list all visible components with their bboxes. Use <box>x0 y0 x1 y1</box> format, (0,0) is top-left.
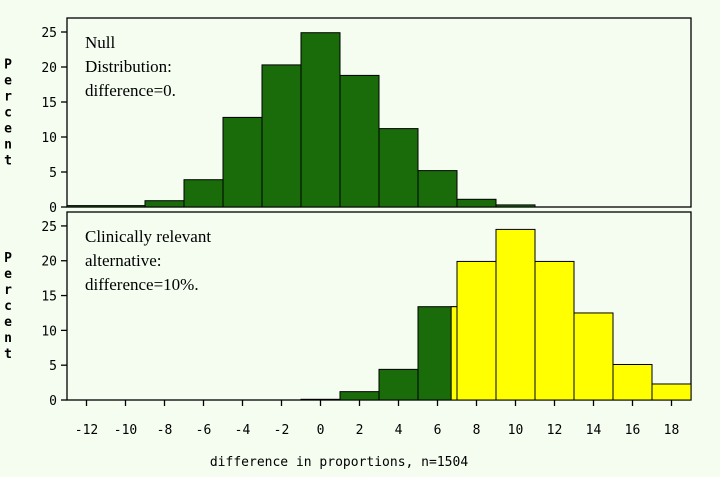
x-tick-label-15: 18 <box>664 423 680 438</box>
panel-2-y-tick-label-4: 20 <box>41 255 57 270</box>
x-tick-label-14: 16 <box>625 423 641 438</box>
panel-1-series-1-bar-4 <box>222 116 263 208</box>
panel-2-series-1-bar-2 <box>339 391 380 401</box>
panel-2-series-2-bar-2 <box>456 260 497 401</box>
panel-1-y-axis-label-char: t <box>4 154 12 169</box>
x-tick-label-1: -10 <box>114 423 137 438</box>
panel-1-series-1-bar-10 <box>456 198 497 208</box>
x-tick-label-13: 14 <box>586 423 602 438</box>
panel-1-series-1-bar-9 <box>417 170 458 208</box>
panel-1-series-1-bar-1 <box>66 205 146 208</box>
panel-2-series-1-bar-1 <box>300 398 341 401</box>
x-tick-label-12: 12 <box>547 423 563 438</box>
panel-1-y-axis-label-char: r <box>4 90 12 105</box>
panel-2-annotation-line-2: alternative: <box>85 251 161 270</box>
panel-1-series-1-bar-7 <box>339 74 380 208</box>
panel-1-y-axis-label-char: n <box>4 138 12 153</box>
x-tick-label-3: -6 <box>196 423 212 438</box>
panel-1-y-axis-label-char: c <box>4 106 12 121</box>
panel-1-annotation-line-2: Distribution: <box>85 57 172 76</box>
panel-2-annotation-line-3: difference=10%. <box>85 275 199 294</box>
x-tick-label-5: -2 <box>274 423 290 438</box>
panel-2-y-axis-label-char: e <box>4 315 12 330</box>
panel-2-y-tick-label-1: 5 <box>49 359 57 374</box>
x-tick-label-8: 4 <box>395 423 403 438</box>
panel-1-series-1-bar-8 <box>378 128 419 208</box>
x-tick-label-2: -8 <box>157 423 173 438</box>
panel-2-y-axis-label-char: c <box>4 299 12 314</box>
panel-2-y-tick-label-0: 0 <box>49 394 57 409</box>
x-axis-title: difference in proportions, n=1504 <box>210 455 468 470</box>
panel-2-y-tick-label-3: 15 <box>41 290 57 305</box>
panel-1-y-tick-label-0: 0 <box>49 201 57 216</box>
panel-1-annotation-line-1: Null <box>85 33 116 52</box>
panel-2-series-2-bar-7 <box>651 383 692 401</box>
panel-2-y-axis-label-char: e <box>4 267 12 282</box>
panel-1-y-tick-label-2: 10 <box>41 131 57 146</box>
x-tick-label-6: 0 <box>317 423 325 438</box>
panel-1-y-tick-label-4: 20 <box>41 61 57 76</box>
panel-1-y-axis-label-char: e <box>4 122 12 137</box>
panel-2-series-2-bar-6 <box>612 363 653 401</box>
x-tick-label-11: 10 <box>508 423 524 438</box>
panel-2-series-2-bar-4 <box>534 260 575 401</box>
panel-2-y-axis-label-char: n <box>4 331 12 346</box>
panel-1-y-tick-label-5: 25 <box>41 26 57 41</box>
panel-1-series-1-bar-11 <box>495 204 536 208</box>
panel-2-y-axis-label-char: t <box>4 347 12 362</box>
x-tick-label-7: 2 <box>356 423 364 438</box>
x-tick-label-0: -12 <box>75 423 98 438</box>
panel-2-series-2-bar-1 <box>450 306 458 401</box>
x-tick-label-10: 8 <box>473 423 481 438</box>
panel-2-y-axis-label-char: P <box>4 251 12 266</box>
panel-2-y-tick-label-2: 10 <box>41 324 57 339</box>
panel-1-y-axis-label-char: P <box>4 58 12 73</box>
panel-1-y-tick-label-1: 5 <box>49 166 57 181</box>
panel-2-series-2-bar-3 <box>495 228 536 401</box>
panel-2-y-axis-label-char: r <box>4 283 12 298</box>
x-tick-label-4: -4 <box>235 423 251 438</box>
panel-2-annotation-line-1: Clinically relevant <box>85 227 211 246</box>
panel-1-series-1-bar-2 <box>144 200 185 208</box>
panel-1-y-axis-label-char: e <box>4 74 12 89</box>
panel-2-y-tick-label-5: 25 <box>41 220 57 235</box>
panel-1-annotation-line-3: difference=0. <box>85 81 176 100</box>
panel-1-series-1-bar-6 <box>300 32 341 208</box>
panel-1-series-1-bar-3 <box>183 179 224 208</box>
panel-2-series-2-bar-5 <box>573 312 614 401</box>
panel-1-y-tick-label-3: 15 <box>41 96 57 111</box>
x-tick-label-9: 6 <box>434 423 442 438</box>
panel-2-series-1-bar-3 <box>378 368 419 401</box>
panel-1-series-1-bar-5 <box>261 64 302 208</box>
